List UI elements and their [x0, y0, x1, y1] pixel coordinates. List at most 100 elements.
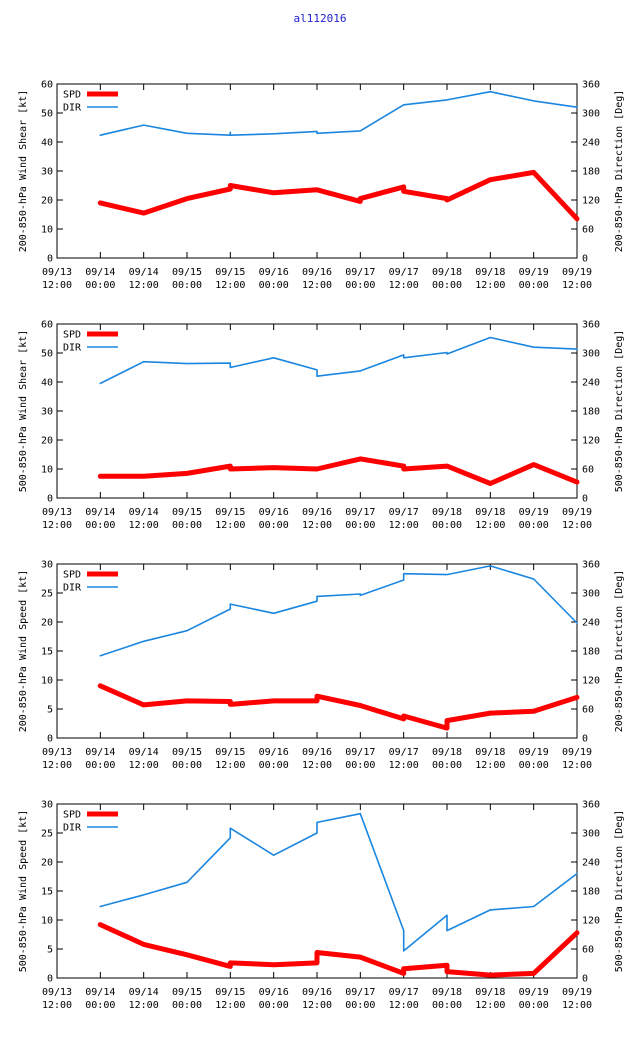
x-tick-label: 00:00	[172, 760, 202, 771]
dir-series-line	[99, 336, 578, 385]
y-axis-label: 200-850-hPa Wind Speed [kt]	[18, 570, 29, 733]
x-tick-label: 09/13	[42, 507, 72, 518]
x-tick-label: 09/19	[562, 987, 592, 998]
x-tick-label: 09/19	[519, 987, 549, 998]
x-tick-label: 09/14	[129, 987, 159, 998]
y-axis-label: 500-850-hPa Wind Shear [kt]	[18, 330, 29, 493]
legend-label: SPD	[63, 810, 81, 821]
x-tick-label: 00:00	[519, 280, 549, 291]
legend-label: SPD	[63, 570, 81, 581]
y-tick-label: 0	[47, 974, 53, 985]
y2-tick-label: 60	[582, 705, 594, 716]
y-tick-label: 20	[41, 196, 53, 207]
page-title: al112016	[293, 12, 347, 25]
x-tick-label: 00:00	[432, 280, 462, 291]
y2-tick-label: 240	[582, 138, 600, 149]
x-tick-label: 09/17	[389, 267, 419, 278]
x-tick-label: 09/19	[519, 747, 549, 758]
x-tick-label: 00:00	[85, 280, 115, 291]
x-tick-label: 09/17	[389, 507, 419, 518]
x-tick-label: 09/16	[259, 507, 289, 518]
x-tick-label: 09/14	[129, 507, 159, 518]
x-tick-label: 09/14	[85, 507, 115, 518]
y2-tick-label: 360	[582, 560, 600, 571]
y2-tick-label: 120	[582, 916, 600, 927]
spd-series-line	[97, 456, 580, 486]
x-tick-label: 09/13	[42, 267, 72, 278]
x-tick-label: 09/18	[475, 747, 505, 758]
x-tick-label: 12:00	[562, 520, 592, 531]
y2-tick-label: 180	[582, 887, 600, 898]
x-tick-label: 12:00	[389, 280, 419, 291]
x-tick-label: 12:00	[562, 1000, 592, 1011]
x-tick-label: 09/19	[562, 507, 592, 518]
spd-series-line	[97, 922, 580, 978]
x-tick-label: 12:00	[302, 760, 332, 771]
spd-series-line	[97, 169, 580, 222]
x-tick-label: 09/18	[432, 507, 462, 518]
x-tick-label: 09/15	[215, 747, 245, 758]
spd-series-line	[97, 683, 580, 731]
x-tick-label: 09/16	[302, 987, 332, 998]
legend-label: DIR	[63, 583, 82, 594]
x-tick-label: 00:00	[85, 1000, 115, 1011]
x-tick-label: 09/16	[302, 747, 332, 758]
x-tick-label: 00:00	[345, 280, 375, 291]
y-tick-label: 60	[41, 320, 53, 331]
y2-tick-label: 300	[582, 829, 600, 840]
y-tick-label: 10	[41, 225, 53, 236]
y-tick-label: 20	[41, 858, 53, 869]
x-tick-label: 09/15	[172, 507, 202, 518]
x-tick-label: 12:00	[215, 520, 245, 531]
y-tick-label: 0	[47, 494, 53, 505]
legend-label: DIR	[63, 343, 82, 354]
x-tick-label: 09/15	[172, 987, 202, 998]
y-tick-label: 0	[47, 254, 53, 265]
x-tick-label: 12:00	[475, 520, 505, 531]
x-tick-label: 09/18	[432, 987, 462, 998]
x-tick-label: 12:00	[129, 1000, 159, 1011]
y2-tick-label: 0	[582, 494, 588, 505]
x-tick-label: 12:00	[389, 760, 419, 771]
y2-tick-label: 120	[582, 676, 600, 687]
x-tick-label: 12:00	[475, 280, 505, 291]
y2-tick-label: 360	[582, 80, 600, 91]
y-tick-label: 30	[41, 167, 53, 178]
x-tick-label: 00:00	[519, 760, 549, 771]
y2-tick-label: 60	[582, 225, 594, 236]
x-tick-label: 09/18	[475, 987, 505, 998]
x-tick-label: 09/19	[562, 267, 592, 278]
x-tick-label: 00:00	[259, 1000, 289, 1011]
y2-tick-label: 180	[582, 647, 600, 658]
x-tick-label: 00:00	[345, 760, 375, 771]
y-tick-label: 40	[41, 378, 53, 389]
x-tick-label: 09/16	[302, 267, 332, 278]
x-tick-label: 00:00	[172, 1000, 202, 1011]
x-tick-label: 00:00	[85, 760, 115, 771]
x-tick-label: 12:00	[562, 760, 592, 771]
legend-label: DIR	[63, 823, 82, 834]
x-tick-label: 09/17	[389, 747, 419, 758]
x-tick-label: 09/13	[42, 987, 72, 998]
legend-label: SPD	[63, 330, 81, 341]
x-tick-label: 12:00	[475, 760, 505, 771]
x-tick-label: 09/17	[345, 507, 375, 518]
x-tick-label: 12:00	[389, 520, 419, 531]
x-tick-label: 12:00	[302, 520, 332, 531]
y-tick-label: 10	[41, 676, 53, 687]
x-tick-label: 09/15	[172, 267, 202, 278]
y2-tick-label: 60	[582, 465, 594, 476]
x-tick-label: 09/16	[302, 507, 332, 518]
x-tick-label: 00:00	[519, 1000, 549, 1011]
y-axis-label: 200-850-hPa Wind Shear [kt]	[18, 90, 29, 253]
y2-axis-label: 200-850-hPa Direction [Deg]	[614, 90, 625, 253]
x-tick-label: 12:00	[215, 760, 245, 771]
x-tick-label: 09/16	[259, 267, 289, 278]
x-tick-label: 09/17	[345, 747, 375, 758]
x-tick-label: 00:00	[345, 520, 375, 531]
x-tick-label: 09/16	[259, 747, 289, 758]
y2-tick-label: 240	[582, 378, 600, 389]
y2-tick-label: 300	[582, 589, 600, 600]
y2-tick-label: 0	[582, 734, 588, 745]
